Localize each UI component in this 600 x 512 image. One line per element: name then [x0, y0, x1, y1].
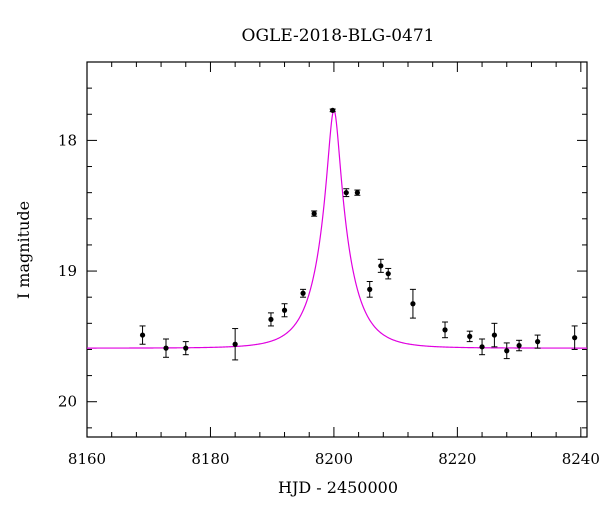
data-point-marker: [139, 332, 146, 338]
data-point: [232, 328, 239, 361]
data-point: [377, 258, 384, 273]
major-ticks: [86, 62, 587, 437]
data-point-marker: [232, 341, 238, 347]
y-tick-label: 20: [58, 393, 77, 411]
y-axis-label: I magnitude: [14, 201, 33, 299]
data-point-marker: [163, 345, 169, 351]
data-point: [281, 303, 288, 318]
plot-area-border: [86, 61, 588, 438]
x-tick-label: 8160: [68, 450, 106, 468]
y-tick-label: 19: [58, 262, 77, 280]
x-axis-label: HJD - 2450000: [278, 478, 398, 497]
data-points-group: [139, 107, 578, 361]
data-point-marker: [491, 332, 498, 338]
data-point: [385, 267, 392, 280]
data-point: [571, 325, 578, 350]
x-tick-label: 8220: [438, 450, 476, 468]
x-tick-labels: 8160 8180 8200 8220 8240: [68, 450, 600, 468]
data-point: [329, 107, 336, 113]
data-point-marker: [330, 107, 336, 113]
data-point: [479, 338, 486, 356]
data-point-marker: [467, 333, 473, 339]
data-point-marker: [354, 190, 360, 196]
data-point-marker: [572, 335, 578, 341]
data-point-marker: [479, 344, 485, 350]
data-point-marker: [385, 271, 391, 277]
x-tick-label: 8240: [562, 450, 600, 468]
data-point-marker: [311, 210, 317, 217]
data-point: [366, 281, 373, 298]
data-point-marker: [367, 286, 373, 292]
data-point: [491, 322, 498, 348]
data-point: [139, 325, 146, 345]
model-curve: [87, 109, 587, 349]
data-point-marker: [268, 316, 274, 323]
data-point: [300, 288, 307, 298]
data-point-marker: [516, 342, 522, 349]
data-point-marker: [504, 348, 510, 354]
data-point: [503, 342, 510, 360]
model-curve-group: [87, 109, 587, 349]
data-point-marker: [410, 301, 416, 307]
y-tick-labels: 18 19 20: [58, 131, 77, 410]
chart-title: OGLE-2018-BLG-0471: [242, 26, 435, 46]
plot-frame: [86, 61, 588, 438]
data-point: [534, 334, 541, 349]
x-tick-label: 8180: [191, 450, 229, 468]
data-point: [516, 339, 523, 352]
data-point-marker: [343, 190, 349, 196]
data-point-marker: [442, 327, 448, 333]
data-point: [354, 189, 361, 196]
data-point-marker: [378, 263, 384, 269]
data-point: [466, 330, 473, 343]
data-point-marker: [300, 290, 306, 296]
data-point-marker: [281, 307, 288, 313]
data-point: [409, 288, 416, 319]
data-point: [267, 312, 274, 327]
data-point: [343, 188, 350, 198]
y-tick-label: 18: [58, 131, 77, 149]
minor-ticks: [87, 61, 587, 437]
data-point: [182, 341, 189, 356]
data-point: [163, 338, 170, 358]
data-point: [442, 321, 449, 339]
data-point: [311, 210, 318, 217]
data-point-marker: [535, 339, 541, 345]
data-point-marker: [183, 345, 189, 351]
x-tick-label: 8200: [315, 450, 353, 468]
